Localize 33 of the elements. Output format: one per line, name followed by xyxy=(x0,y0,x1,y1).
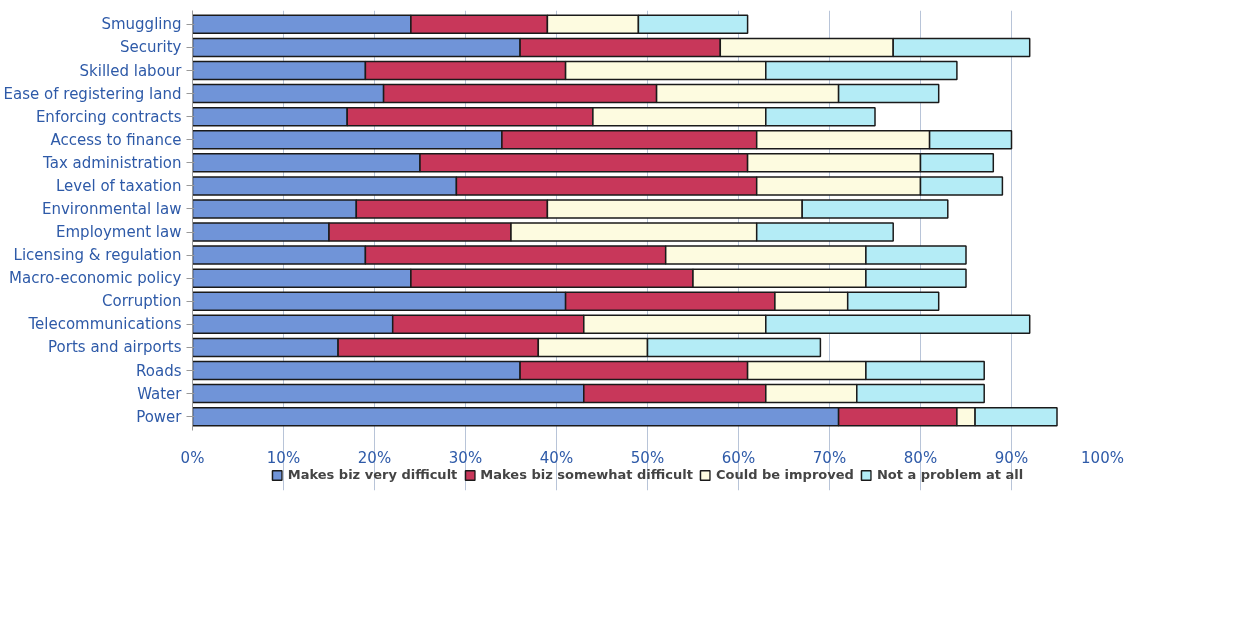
x-tick-label: 90% xyxy=(994,448,1029,467)
x-tick-label: 70% xyxy=(812,448,847,467)
x-tick-label: 60% xyxy=(721,448,756,467)
legend-label: Makes biz somewhat difficult xyxy=(480,467,693,482)
x-tick-label: 0% xyxy=(180,448,205,467)
legend-label: Could be improved xyxy=(715,467,854,482)
y-tick-label: Smuggling xyxy=(101,15,182,34)
x-tick-label: 20% xyxy=(357,448,392,467)
y-tick-label: Power xyxy=(136,407,183,426)
y-tick-label: Corruption xyxy=(102,292,182,311)
y-tick-label: Telecommunications xyxy=(27,315,182,334)
legend-label: Not a problem at all xyxy=(876,467,1024,482)
y-tick-label: Water xyxy=(137,384,183,403)
y-tick-label: Security xyxy=(119,38,182,57)
x-tick-label: 40% xyxy=(539,448,574,467)
legend-label: Makes biz very difficult xyxy=(287,467,458,482)
y-tick-label: Employment law xyxy=(56,223,182,242)
x-tick-label: 80% xyxy=(903,448,938,467)
y-tick-label: Ports and airports xyxy=(48,338,182,357)
x-tick-label: 30% xyxy=(448,448,483,467)
x-tick-label: 100% xyxy=(1081,448,1124,467)
y-tick-label: Level of taxation xyxy=(56,176,182,195)
y-tick-label: Tax administration xyxy=(42,153,182,172)
x-tick-label: 10% xyxy=(266,448,301,467)
y-tick-label: Environmental law xyxy=(41,199,182,218)
y-tick-label: Licensing & regulation xyxy=(13,246,182,265)
y-tick-label: Ease of registering land xyxy=(3,84,182,103)
y-tick-label: Macro-economic policy xyxy=(9,269,182,288)
y-tick-label: Roads xyxy=(136,361,182,380)
y-tick-label: Enforcing contracts xyxy=(35,107,182,126)
x-tick-label: 50% xyxy=(630,448,665,467)
y-tick-label: Access to finance xyxy=(50,130,182,149)
y-tick-label: Skilled labour xyxy=(79,61,183,80)
